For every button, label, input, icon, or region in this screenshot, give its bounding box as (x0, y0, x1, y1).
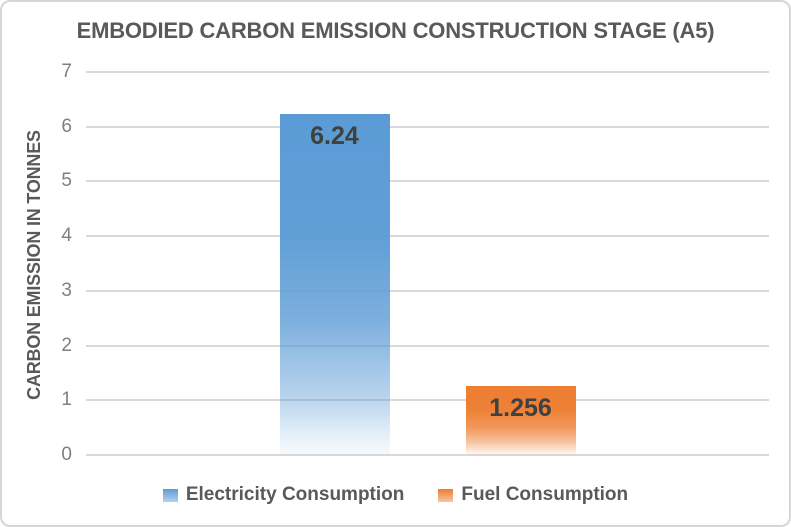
gridline (86, 235, 769, 238)
plot-area: 6.24 1.256 (86, 71, 769, 456)
gridline (86, 71, 769, 73)
bar-value-label: 6.24 (310, 121, 359, 150)
bar-fuel-consumption: 1.256 (465, 386, 576, 455)
gridline (86, 125, 769, 128)
gridline (86, 289, 769, 292)
gridline (86, 399, 769, 402)
chart-title: EMBODIED CARBON EMISSION CONSTRUCTION ST… (76, 18, 715, 43)
legend-swatch (438, 488, 454, 502)
legend-item-fuel-consumption: Fuel Consumption (438, 484, 628, 506)
legend-label: Fuel Consumption (461, 484, 629, 505)
bar-electricity-consumption: 6.24 (279, 113, 390, 455)
gridline (86, 180, 769, 183)
gridline (86, 344, 769, 347)
gridline (86, 454, 769, 456)
bar-value-label: 1.256 (489, 394, 552, 423)
legend-item-electricity-consumption: Electricity Consumption (162, 484, 405, 506)
legend-swatch (162, 488, 178, 502)
legend: Electricity Consumption Fuel Consumption (2, 481, 789, 509)
y-axis-title: CARBON EMISSION IN TONNES (24, 130, 44, 400)
legend-label: Electricity Consumption (185, 484, 405, 505)
